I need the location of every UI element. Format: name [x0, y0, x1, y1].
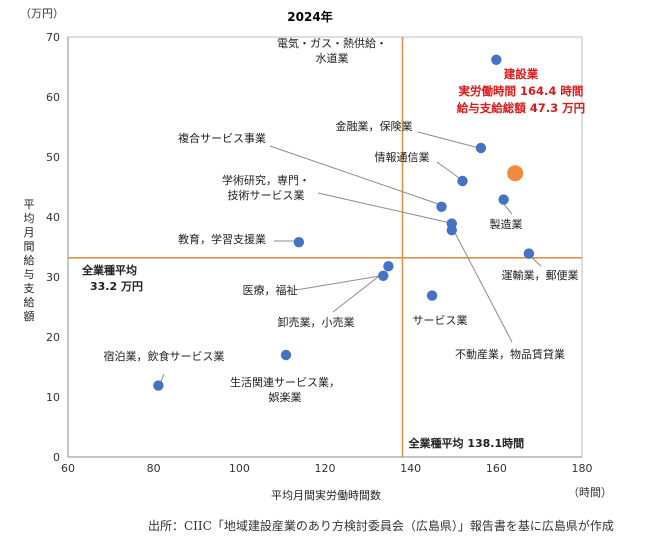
data-points — [153, 54, 535, 391]
x-tick-label: 140 — [400, 462, 421, 475]
data-point — [457, 175, 468, 187]
point-label: 卸売業，小売業 — [278, 315, 355, 329]
data-point — [153, 380, 164, 391]
y-axis-label: 平均月間給与支給額 — [24, 198, 35, 323]
point-label: 不動産業，物品賃貸業 — [455, 347, 565, 361]
point-label: 水道業 — [316, 51, 349, 65]
x-axis-label: 平均月間実労働時間数 — [271, 488, 381, 502]
x-tick-label: 120 — [315, 462, 336, 475]
point-label: 宿泊業，飲食サービス業 — [104, 349, 225, 363]
x-tick-label: 160 — [486, 462, 507, 475]
highlight-label: 建設業 — [504, 67, 539, 81]
vertical-average-label: 全業種平均 138.1時間 — [408, 436, 525, 450]
leader-line — [502, 202, 513, 215]
y-tick-label: 40 — [46, 211, 60, 224]
data-point — [378, 270, 389, 281]
data-point — [498, 194, 509, 205]
leader-line — [295, 274, 387, 291]
leader-line — [436, 161, 463, 181]
x-tick-label: 80 — [147, 462, 161, 475]
scatter-chart: 2024年 （万円） （時間） 平均月間実労働時間数 平均月間給与支給額 60 8… — [20, 7, 612, 502]
point-label: 技術サービス業 — [228, 189, 305, 202]
plot-frame — [67, 36, 583, 458]
x-tick-label: 180 — [572, 462, 593, 475]
data-point — [383, 261, 394, 272]
chart-title: 2024年 — [287, 9, 332, 24]
horizontal-average-label: 全業種平均 — [81, 263, 137, 277]
y-tick-label: 0 — [53, 451, 60, 464]
data-point — [491, 54, 502, 65]
highlight-point — [507, 165, 524, 182]
y-tick-label: 60 — [46, 91, 60, 104]
x-tick-label: 100 — [229, 462, 250, 475]
point-label: 教育，学習支援業 — [178, 232, 266, 246]
tick-labels: 60 80 100 120 140 160 180 0 10 20 30 40 50 60 70 — [46, 31, 593, 475]
y-tick-label: 70 — [46, 31, 60, 44]
data-point — [475, 142, 487, 154]
data-point — [523, 248, 535, 259]
point-label: 娯楽業 — [269, 390, 302, 404]
leader-line — [269, 145, 445, 207]
leader-line — [317, 192, 456, 225]
axes — [67, 36, 583, 458]
point-label: 情報通信業 — [375, 151, 430, 164]
point-label: 医療，福祉 — [243, 283, 298, 297]
point-label: 運輸業，郵便業 — [502, 268, 579, 282]
data-point — [426, 290, 438, 301]
point-label: 学術研究，専門・ — [222, 173, 310, 187]
source-note: 出所：CIIC「地域建設産業のあり方検討委員会（広島県）」報告書を基に広島県が作… — [148, 519, 614, 533]
leader-line — [453, 230, 513, 343]
highlight-label: 実労働時間 164.4 時間 — [459, 84, 584, 98]
data-point — [280, 349, 292, 361]
x-tick-label: 60 — [61, 462, 75, 475]
point-label: 電気・ガス・熱供給・ — [277, 36, 387, 50]
data-point — [293, 237, 305, 248]
reference-lines: 全業種平均 138.1時間 全業種平均 33.2 万円 — [68, 37, 582, 457]
y-unit-label: （万円） — [20, 7, 64, 20]
y-tick-label: 20 — [46, 331, 60, 344]
x-unit-label: （時間） — [568, 486, 612, 499]
data-point — [436, 201, 447, 212]
data-point — [446, 225, 457, 236]
highlight-label: 給与支給総額 47.3 万円 — [457, 101, 585, 115]
point-label: 複合サービス事業 — [178, 131, 266, 145]
point-label: 製造業 — [490, 217, 523, 231]
point-label: 金融業，保険業 — [336, 119, 413, 133]
y-tick-label: 10 — [46, 391, 60, 404]
leader-line — [417, 131, 480, 149]
y-tick-label: 50 — [46, 151, 60, 164]
point-label: 生活関連サービス業， — [230, 375, 340, 389]
y-tick-label: 30 — [46, 271, 60, 284]
leader-line — [530, 256, 542, 267]
y-axis-label-text: 平均月間給与支給額 — [24, 198, 35, 323]
point-label: サービス業 — [413, 314, 468, 327]
horizontal-average-label: 33.2 万円 — [90, 280, 143, 293]
